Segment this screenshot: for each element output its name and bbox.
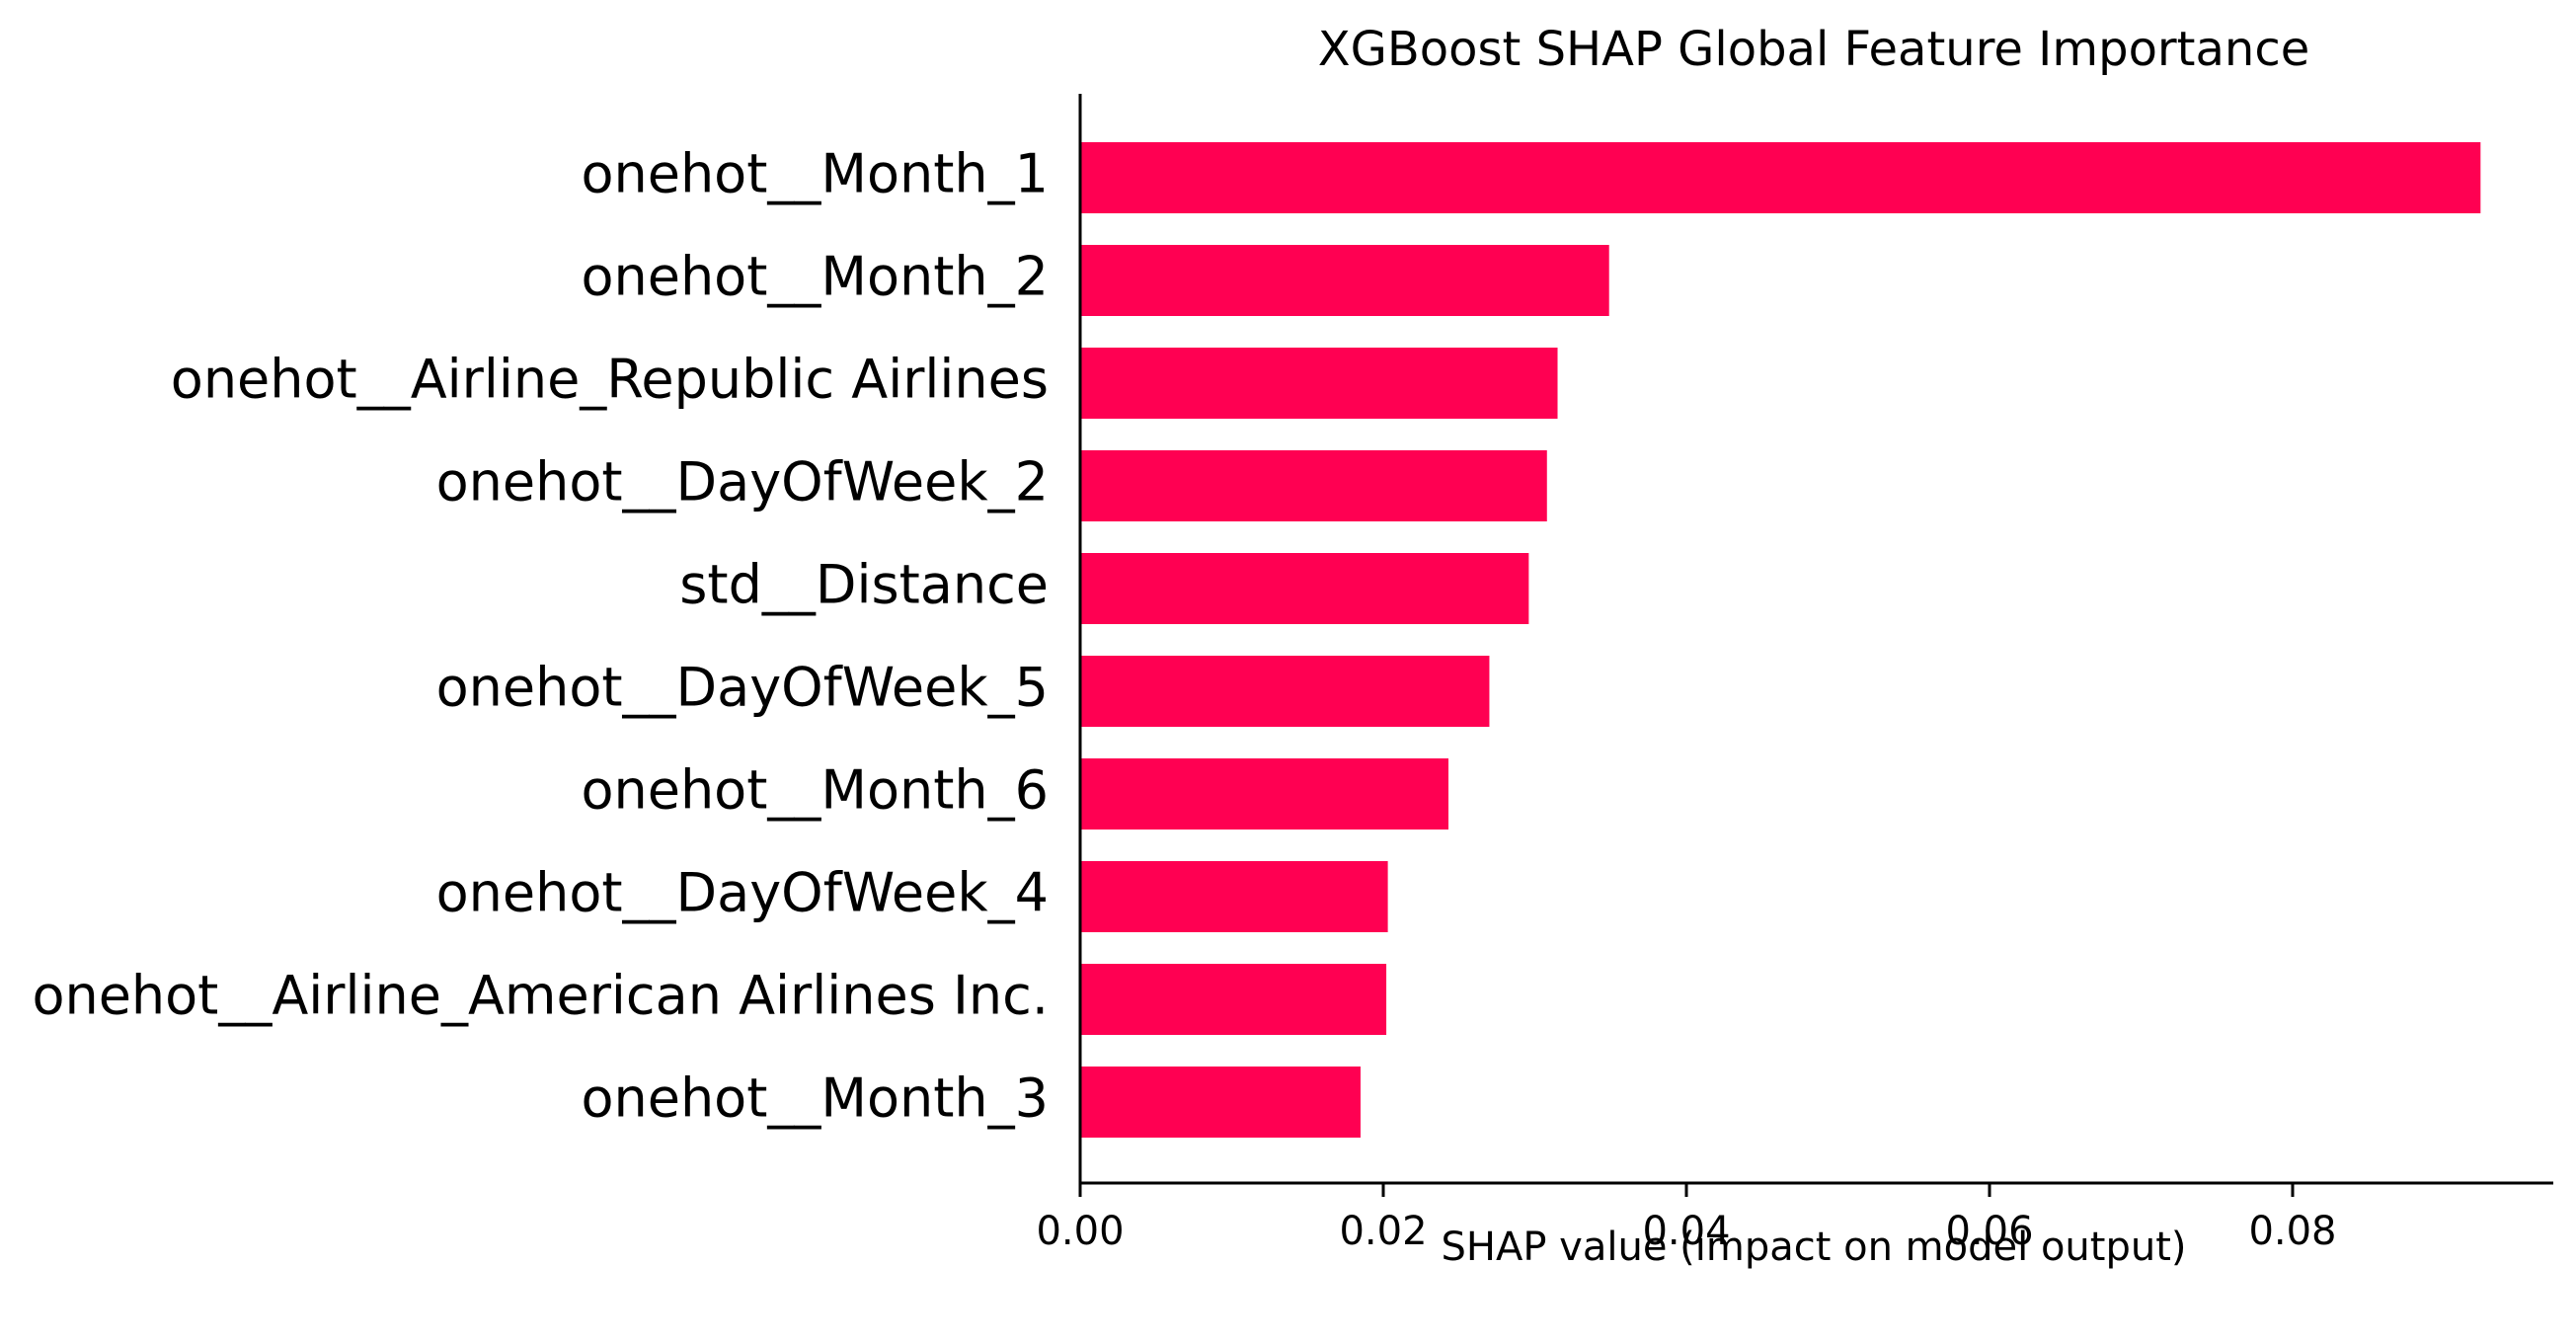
x-tick-label: 0.00 <box>1036 1209 1124 1254</box>
bar <box>1080 553 1529 624</box>
y-tick-label: onehot__Airline_American Airlines Inc. <box>32 965 1049 1027</box>
y-tick-label: onehot__DayOfWeek_5 <box>436 657 1049 719</box>
y-tick-label: onehot__Airline_Republic Airlines <box>171 349 1049 411</box>
bar <box>1080 758 1448 830</box>
x-tick-label: 0.06 <box>1945 1209 2033 1254</box>
bar <box>1080 1067 1361 1138</box>
bars-layer <box>1080 142 2481 1138</box>
x-tick-label: 0.04 <box>1642 1209 1730 1254</box>
bar <box>1080 450 1547 521</box>
y-tick-label: onehot__Month_6 <box>581 759 1049 822</box>
x-ticks: 0.00 0.02 0.04 0.06 0.08 <box>1036 1183 2337 1254</box>
y-tick-label: onehot__Month_1 <box>581 143 1049 205</box>
y-tick-label: onehot__Month_3 <box>581 1067 1049 1130</box>
bar <box>1080 656 1490 727</box>
bar <box>1080 245 1609 316</box>
bar <box>1080 861 1388 932</box>
bar <box>1080 348 1558 419</box>
y-tick-labels: onehot__Month_1 onehot__Month_2 onehot__Ai… <box>32 143 1049 1130</box>
chart-title: XGBoost SHAP Global Feature Importance <box>1318 22 2310 77</box>
x-tick-label: 0.02 <box>1339 1209 1427 1254</box>
y-tick-label: onehot__DayOfWeek_4 <box>436 862 1049 924</box>
x-axis-label: SHAP value (impact on model output) <box>1442 1225 2187 1270</box>
y-tick-label: std__Distance <box>679 554 1049 616</box>
bar <box>1080 142 2481 213</box>
y-tick-label: onehot__DayOfWeek_2 <box>436 451 1049 514</box>
bar <box>1080 964 1387 1035</box>
y-tick-label: onehot__Month_2 <box>581 246 1049 308</box>
x-tick-label: 0.08 <box>2248 1209 2336 1254</box>
